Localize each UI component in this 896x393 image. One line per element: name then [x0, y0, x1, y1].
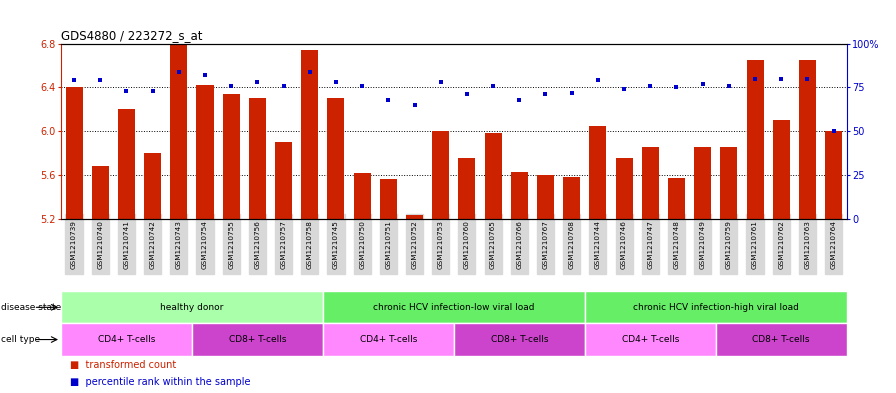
Text: CD4+ T-cells: CD4+ T-cells [359, 335, 417, 344]
Bar [616, 158, 633, 219]
Text: CD4+ T-cells: CD4+ T-cells [622, 335, 679, 344]
Bar [564, 177, 581, 219]
Bar [432, 131, 449, 219]
Bar [144, 153, 161, 219]
Bar [61, 323, 192, 356]
Text: chronic HCV infection-high viral load: chronic HCV infection-high viral load [633, 303, 798, 312]
Text: ■  percentile rank within the sample: ■ percentile rank within the sample [70, 377, 250, 387]
Bar [459, 158, 476, 219]
Bar [585, 323, 716, 356]
Bar [327, 98, 344, 219]
Bar [511, 171, 528, 219]
Text: CD8+ T-cells: CD8+ T-cells [490, 335, 548, 344]
Bar [772, 120, 789, 219]
Text: ■  transformed count: ■ transformed count [70, 360, 177, 370]
Bar [746, 60, 763, 219]
Bar [91, 166, 108, 219]
Text: CD8+ T-cells: CD8+ T-cells [228, 335, 286, 344]
Text: chronic HCV infection-low viral load: chronic HCV infection-low viral load [373, 303, 535, 312]
Bar [585, 291, 847, 323]
Bar [65, 87, 82, 219]
Bar [196, 85, 213, 219]
Bar [380, 179, 397, 219]
Bar [301, 50, 318, 219]
Bar [170, 44, 187, 219]
Bar [249, 98, 266, 219]
Bar [453, 323, 585, 356]
Text: healthy donor: healthy donor [160, 303, 224, 312]
Bar [323, 323, 453, 356]
Text: cell type: cell type [1, 335, 40, 344]
Bar [537, 175, 554, 219]
Bar [716, 323, 847, 356]
Bar [223, 94, 240, 219]
Bar [485, 133, 502, 219]
Bar [799, 60, 816, 219]
Bar [354, 173, 371, 219]
Text: CD4+ T-cells: CD4+ T-cells [98, 335, 155, 344]
Text: GDS4880 / 223272_s_at: GDS4880 / 223272_s_at [61, 29, 202, 42]
Bar [192, 323, 323, 356]
Bar [642, 147, 659, 219]
Bar [668, 178, 685, 219]
Bar [323, 291, 585, 323]
Bar [406, 215, 423, 219]
Bar [694, 147, 711, 219]
Bar [275, 142, 292, 219]
Text: disease state: disease state [1, 303, 61, 312]
Text: CD8+ T-cells: CD8+ T-cells [753, 335, 810, 344]
Bar [720, 147, 737, 219]
Bar [61, 291, 323, 323]
Bar [118, 109, 135, 219]
Bar [825, 131, 842, 219]
Bar [590, 126, 607, 219]
